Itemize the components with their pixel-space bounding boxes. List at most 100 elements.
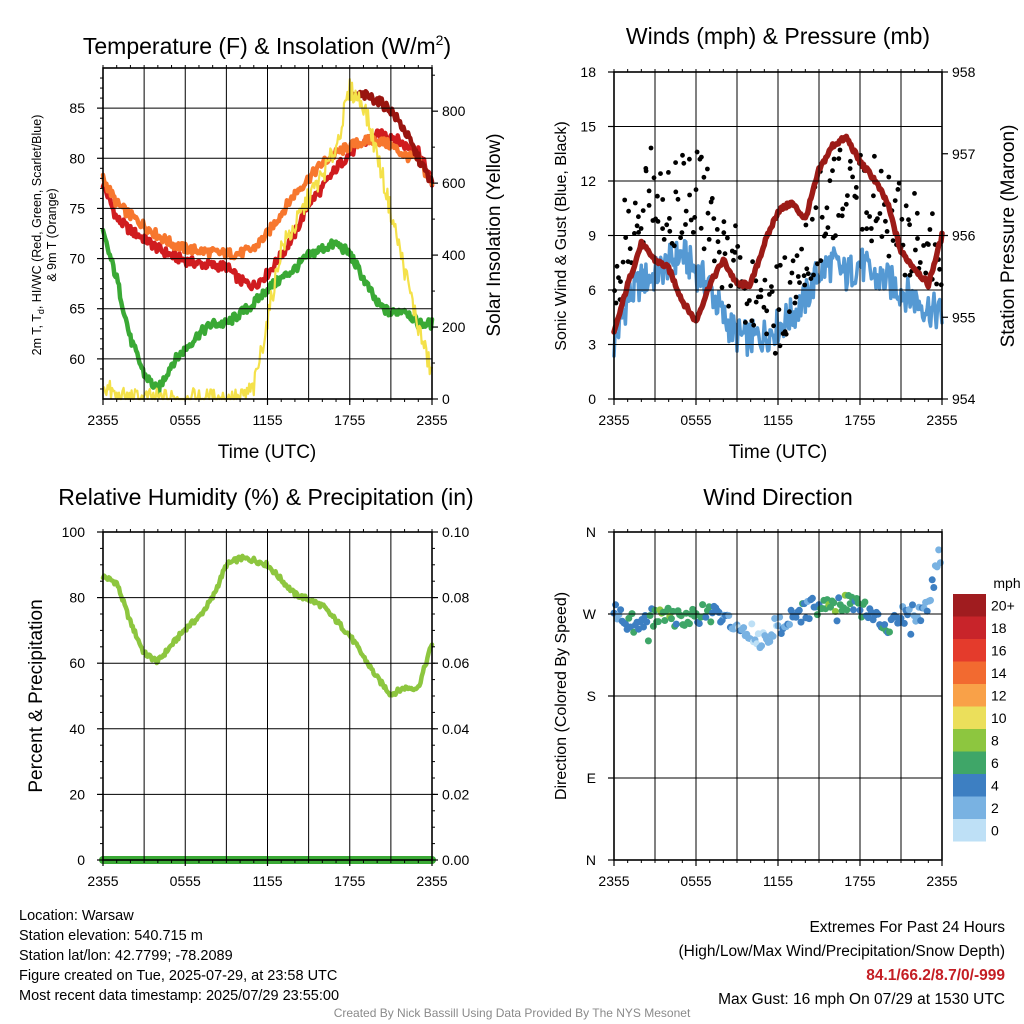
extremes-subtitle: (High/Low/Max Wind/Precipitation/Snow De… [678,943,1006,960]
wind-gust-point [884,229,890,234]
dir-left-tick-label: S [587,688,596,704]
wind-gust-point [687,192,692,198]
wind-gust-point [917,260,923,265]
wind-gust-point [793,294,799,300]
colorbar-swatch [953,616,986,639]
colorbar-label: 18 [991,620,1007,636]
dir-point [886,628,893,636]
wind-gust-point [701,174,707,180]
wind-gust-point [771,323,776,329]
rh-right-tick-label: 0.06 [442,655,469,671]
dir-point [881,621,889,629]
wind-gust-point [903,203,909,209]
temp-x-tick-label: 2355 [416,412,447,428]
wind-gust-point [892,198,898,204]
temp-right-tick-label: 0 [442,391,450,407]
wind-gust-point [902,272,908,278]
wind-gust-point [813,205,819,211]
colorbar-label: 8 [991,732,999,748]
wind-gust-point [896,180,902,186]
wind-gust-point [831,156,837,162]
wind-gust-point [804,266,810,272]
wind-left-tick-label: 9 [588,228,596,244]
wind-x-axis-label: Time (UTC) [729,442,828,463]
wind-gust-point [616,275,621,281]
station-location: Location: Warsaw [19,908,134,924]
dir-point [685,620,693,628]
wind-gust-point [690,230,696,235]
wind-gust-point [864,226,870,232]
wind-gust-point [808,276,814,281]
wind-gust-point [883,218,888,224]
wind-gust-point [683,222,688,227]
wind-gust-point [801,273,807,279]
wind-gust-point [655,219,661,224]
wind-gust-point [687,156,692,162]
wind-x-tick-label: 2355 [598,412,629,428]
dir-point [907,630,915,638]
wind-gust-point [840,206,846,212]
temp-left-axis-label-2: & 9m T (Orange) [45,188,59,281]
wind-left-tick-label: 3 [588,337,596,353]
wind-gust-point [830,168,835,174]
wind-gust-point [731,257,736,263]
wind-gust-point [836,156,842,162]
colorbar-swatch [953,594,986,617]
dir-point [640,623,647,631]
wind-gust-point [749,318,755,324]
wind-gust-point [722,251,728,257]
wind-gust-point [867,214,872,219]
wind-gust-point [795,274,801,279]
dir-point [644,637,652,645]
wind-gust-point [921,243,926,248]
wind-gust-point [890,238,896,244]
dir-left-axis-label: Direction (Colored By Speed) [553,592,570,800]
rh-right-tick-label: 0.08 [442,590,469,606]
dir-x-tick-label: 0555 [680,873,711,889]
dir-point [843,606,851,614]
wind-gust-point [850,174,855,180]
dir-x-tick-label: 1755 [844,873,875,889]
wind-plot-border [613,71,943,400]
wind-left-tick-label: 6 [588,282,596,298]
wind-x-tick-label: 1755 [844,412,875,428]
wind-gust-point [694,149,700,155]
wind-gust-point [912,191,917,196]
rh-left-tick-label: 60 [69,655,85,671]
wind-gust-point [769,284,774,289]
station-latlon: Station lat/lon: 42.7799; -78.2089 [19,948,233,964]
wind-gust-point [824,205,830,211]
wind-gust-point [907,272,913,278]
wind-right-tick-label: 955 [952,309,976,325]
temp-left-tick-label: 65 [69,301,85,317]
wind-gust-point [871,193,876,199]
wind-gust-point [783,331,789,337]
wind-gust-point [632,231,637,236]
rh-left-tick-label: 0 [77,852,85,868]
dir-point [849,606,857,614]
wind-gust-point [926,242,931,247]
wind-gust-point [627,246,633,252]
rh-left-tick-label: 100 [62,524,86,540]
dir-point [748,620,756,628]
extremes-title: Extremes For Past 24 Hours [809,919,1005,936]
wind-gust-point [848,158,853,164]
wind-gust-point [772,350,778,356]
temp-panel-title: Temperature (F) & Insolation (W/m2) [83,32,451,59]
wind-gust-point [836,213,841,218]
temp-left-axis-label: 2m T, Td, HI/WC (Red, Green, Scarlet/Blu… [30,115,46,356]
wind-gust-point [673,160,678,166]
wind-gust-point [618,279,623,284]
wind-gust-point [787,309,792,315]
wind-gust-point [664,222,670,228]
wind-gust-point [680,152,685,158]
rh-x-tick-label: 0555 [170,873,201,889]
dir-point [699,601,707,609]
dir-point [909,601,916,609]
dir-point [612,601,620,609]
temp-x-tick-label: 1755 [334,412,365,428]
wind-gust-point [758,294,764,300]
colorbar-label: 2 [991,800,999,816]
dir-point [787,606,795,614]
